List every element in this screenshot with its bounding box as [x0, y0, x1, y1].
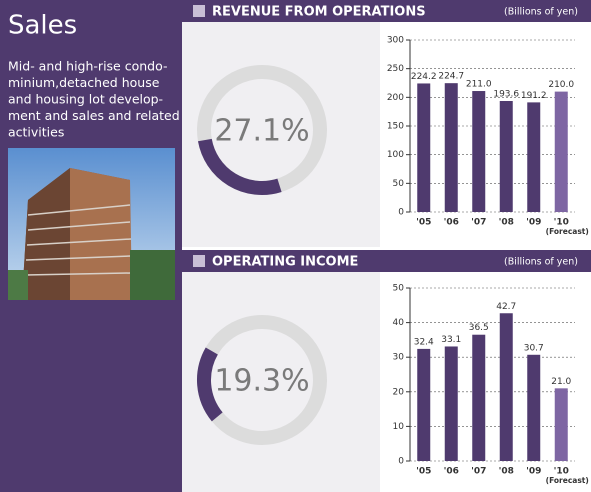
value-label: 191.2 [521, 91, 547, 101]
x-tick-label: '08 [499, 467, 514, 477]
y-tick-label: 150 [387, 122, 404, 132]
section-title: REVENUE FROM OPERATIONS [212, 5, 426, 20]
sidebar-description: and housing lot develop- [8, 92, 163, 107]
x-tick-label: '10 [554, 467, 569, 477]
y-tick-label: 0 [398, 208, 404, 218]
value-label: 30.7 [524, 343, 544, 353]
unit-label: (Billions of yen) [504, 257, 578, 268]
x-tick-label: '06 [444, 218, 459, 228]
header-icon [193, 5, 205, 17]
value-label: 42.7 [496, 302, 516, 312]
bar [417, 83, 431, 212]
value-label: 33.1 [441, 335, 461, 345]
donut-arc [197, 347, 223, 422]
value-label: 193.6 [493, 90, 519, 100]
bar [554, 388, 568, 461]
donut-panel [182, 22, 380, 247]
bar [554, 91, 568, 212]
y-tick-label: 200 [387, 93, 404, 103]
bar [472, 91, 486, 212]
sidebar-title: Sales [8, 11, 77, 41]
y-tick-label: 300 [387, 36, 404, 46]
sidebar-description: ment and sales and related [8, 108, 180, 123]
donut-label: 19.3% [214, 364, 309, 399]
y-tick-label: 40 [393, 318, 405, 328]
forecast-label: (Forecast) [546, 227, 589, 236]
x-tick-label: '07 [471, 467, 486, 477]
value-label: 224.2 [411, 72, 437, 82]
unit-label: (Billions of yen) [504, 7, 578, 18]
value-label: 210.0 [548, 80, 574, 90]
y-tick-label: 30 [393, 353, 405, 363]
y-tick-label: 50 [393, 179, 405, 189]
x-tick-label: '07 [471, 218, 486, 228]
sidebar-description: minium,detached house [8, 75, 160, 90]
value-label: 211.0 [466, 80, 492, 90]
value-label: 36.5 [469, 323, 489, 333]
photo [8, 148, 175, 300]
bar [499, 101, 513, 212]
y-tick-label: 20 [393, 387, 405, 397]
section-title: OPERATING INCOME [212, 255, 358, 270]
bar [444, 346, 458, 461]
y-tick-label: 250 [387, 64, 404, 74]
y-tick-label: 50 [393, 284, 405, 294]
donut-arc [197, 138, 282, 195]
section-header [182, 250, 591, 272]
bar [527, 354, 541, 461]
header-icon [193, 255, 205, 267]
donut-label: 27.1% [214, 114, 309, 149]
value-label: 32.4 [414, 337, 434, 347]
x-tick-label: '10 [554, 218, 569, 228]
x-tick-label: '08 [499, 218, 514, 228]
bar [417, 348, 431, 461]
bar [527, 102, 541, 212]
value-label: 21.0 [551, 377, 571, 387]
forecast-label: (Forecast) [546, 476, 589, 485]
x-tick-label: '05 [416, 218, 431, 228]
y-tick-label: 0 [398, 457, 404, 467]
sidebar-description: activities [8, 125, 64, 140]
bar [444, 83, 458, 212]
y-tick-label: 10 [393, 422, 405, 432]
x-tick-label: '09 [526, 467, 541, 477]
x-tick-label: '09 [526, 218, 541, 228]
section-header [182, 0, 591, 22]
bar [472, 334, 486, 461]
value-label: 224.7 [438, 72, 464, 82]
donut-panel [182, 272, 380, 492]
x-tick-label: '06 [444, 467, 459, 477]
sidebar-description: Mid- and high-rise condo- [8, 59, 168, 74]
y-tick-label: 100 [387, 150, 404, 160]
x-tick-label: '05 [416, 467, 431, 477]
bar [499, 313, 513, 461]
